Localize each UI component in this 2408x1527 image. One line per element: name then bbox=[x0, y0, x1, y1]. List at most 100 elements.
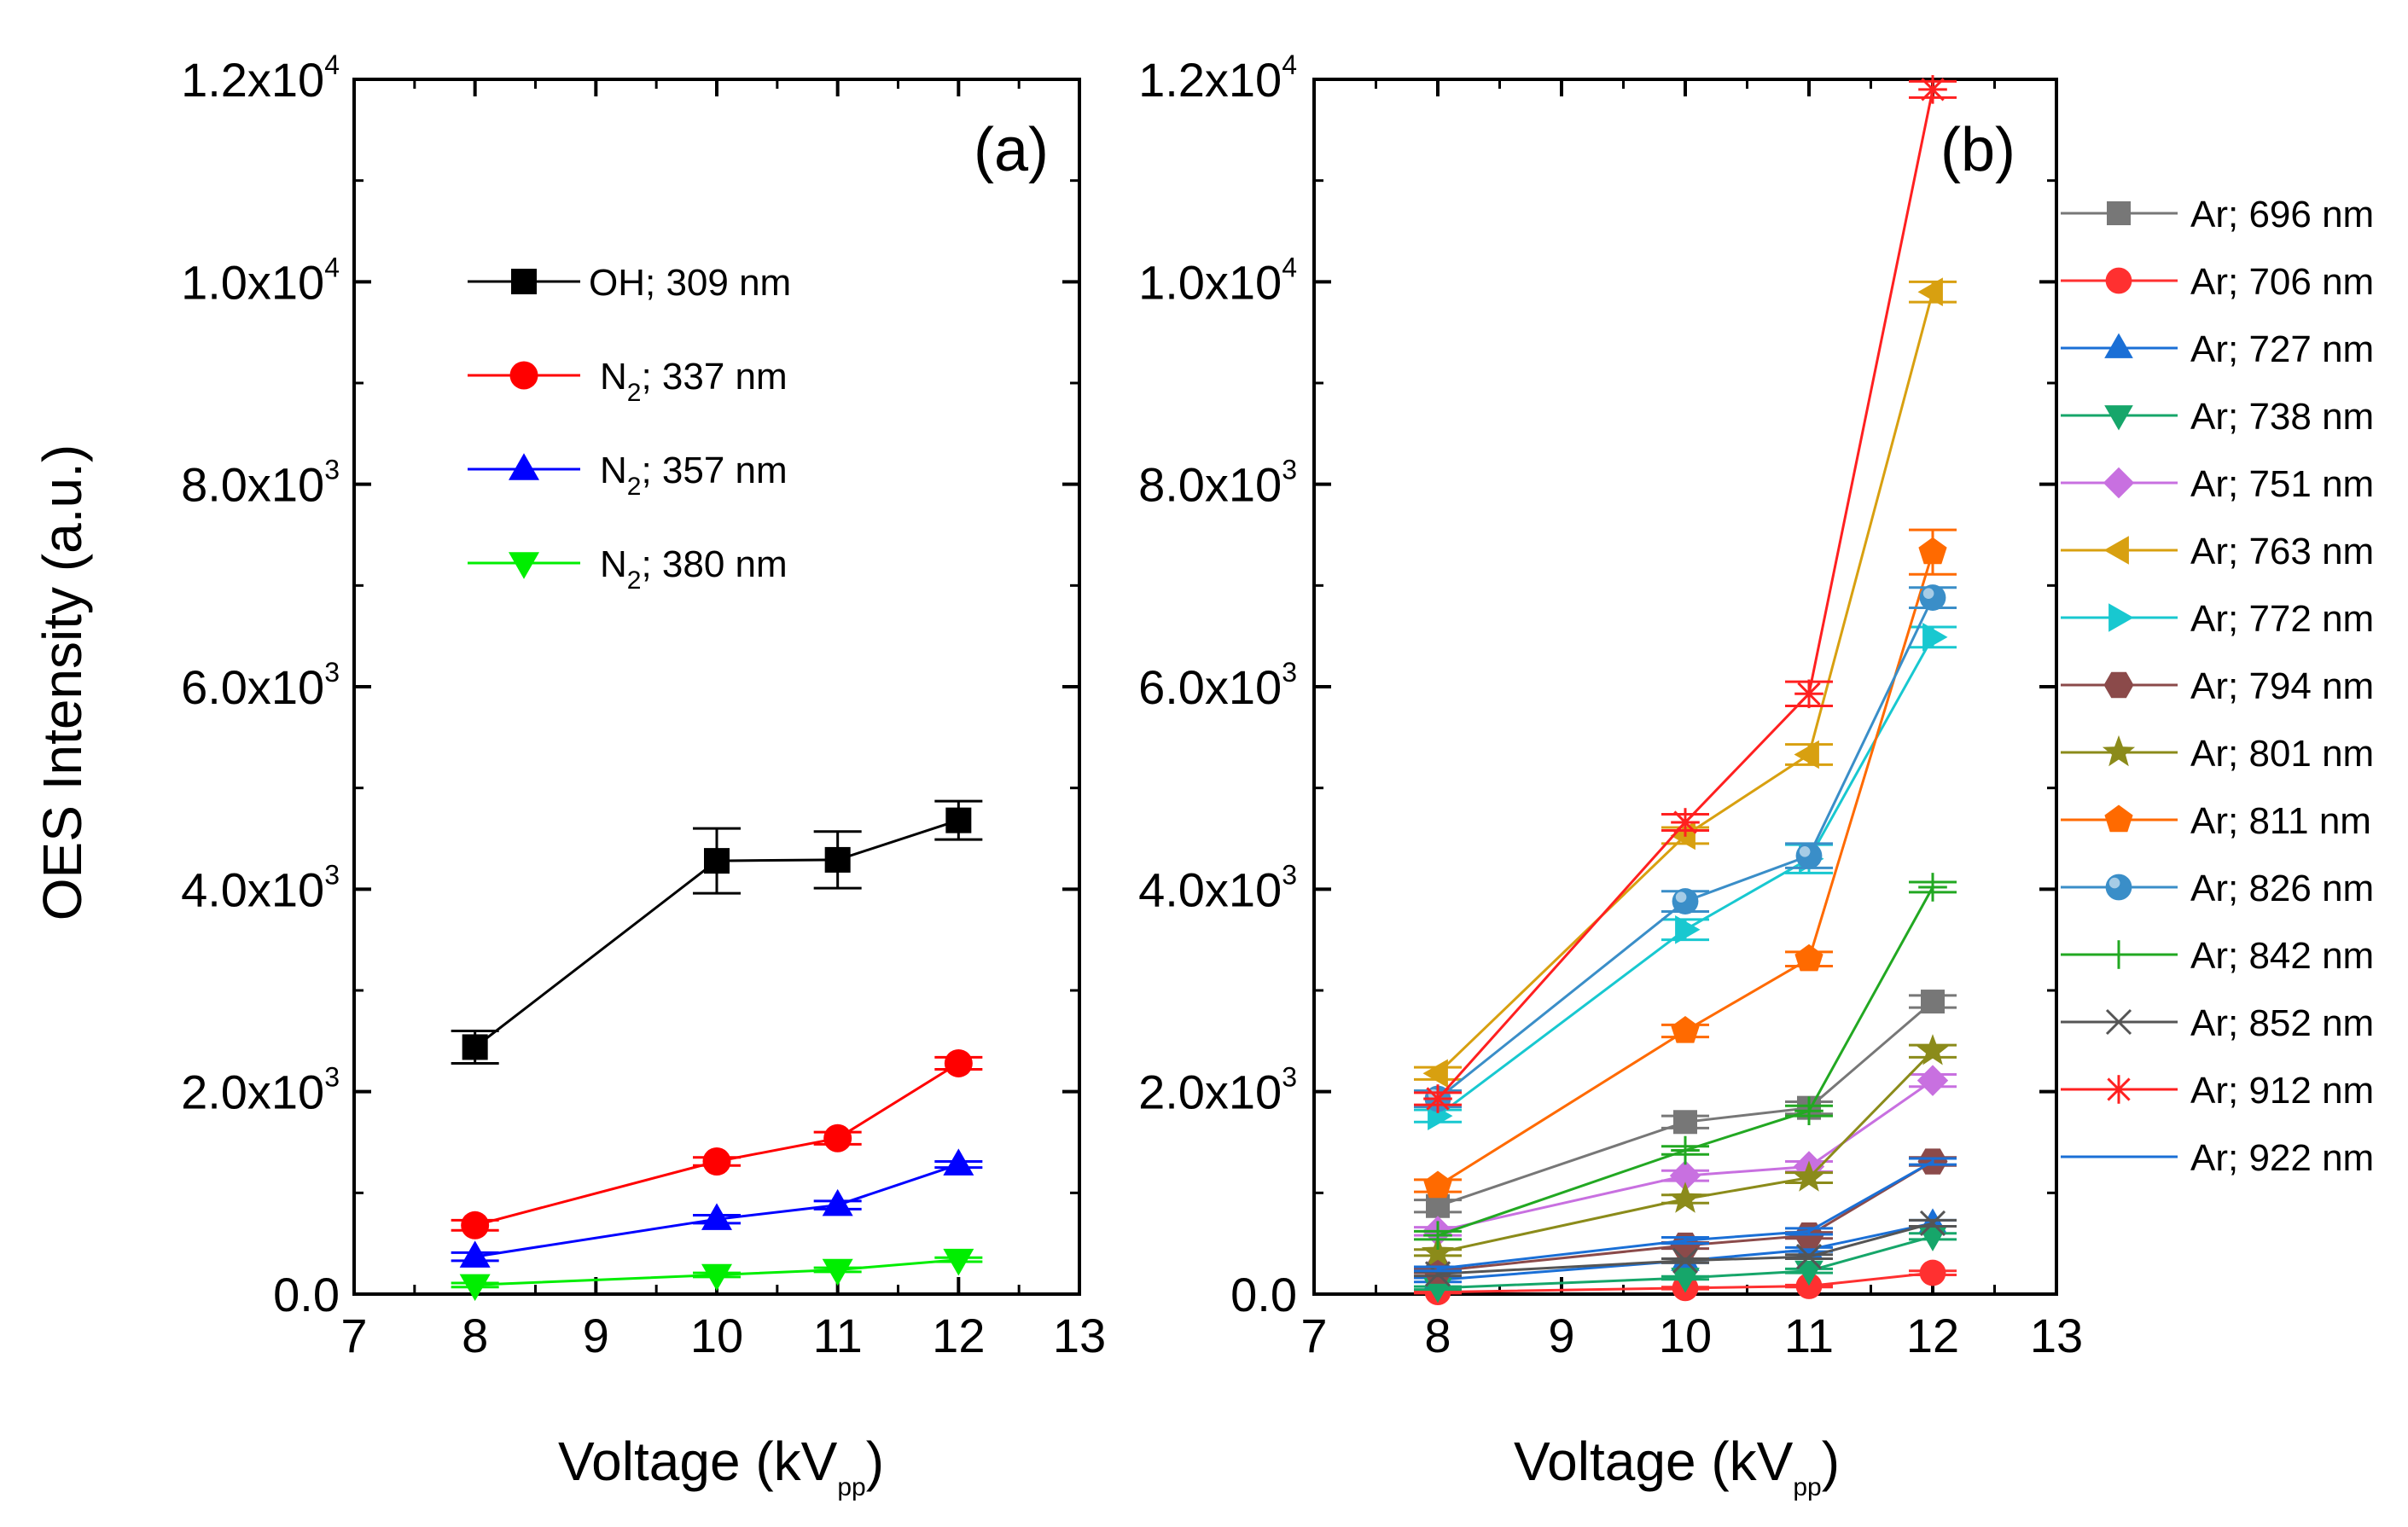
y-tick-label: 2.0x103 bbox=[1138, 1062, 1297, 1119]
legend-marker bbox=[509, 453, 539, 480]
y-tick-mantissa: 1.2x10 bbox=[1138, 53, 1282, 107]
legend-item: Ar; 772 nm bbox=[2061, 598, 2374, 640]
x-tick-label: 8 bbox=[462, 1309, 488, 1362]
x-tick-label: 13 bbox=[1053, 1309, 1106, 1362]
x-tick-label: 11 bbox=[1784, 1309, 1834, 1362]
y-tick-exponent: 3 bbox=[1282, 657, 1297, 688]
y-tick-mantissa: 2.0x10 bbox=[181, 1065, 324, 1119]
data-point bbox=[1675, 915, 1701, 944]
y-tick-exponent: 3 bbox=[324, 859, 340, 890]
data-point bbox=[1918, 1226, 1947, 1251]
series-line bbox=[474, 1258, 959, 1286]
data-point bbox=[1794, 679, 1823, 709]
series-line bbox=[1437, 886, 1934, 1237]
legend-label: Ar; 922 nm bbox=[2190, 1137, 2374, 1179]
data-point bbox=[1670, 821, 1695, 851]
legend-marker bbox=[2103, 671, 2134, 699]
legend-wavelength: ; 337 nm bbox=[641, 356, 787, 398]
error-bar bbox=[1909, 1157, 1957, 1166]
data-point bbox=[1422, 1059, 1448, 1089]
legend-label: N2; 337 nm bbox=[600, 356, 788, 407]
data-point bbox=[1919, 1259, 1946, 1286]
y-tick-mantissa: 4.0x10 bbox=[1138, 862, 1282, 916]
series-ar-811-nm bbox=[1414, 528, 1957, 1199]
legend-subscript: 2 bbox=[627, 379, 642, 407]
legend-label: Ar; 763 nm bbox=[2190, 531, 2374, 572]
legend-subscript: 2 bbox=[627, 566, 642, 595]
data-point bbox=[1794, 740, 1819, 769]
data-point bbox=[1794, 1096, 1823, 1126]
series-n2-357-nm bbox=[451, 1148, 983, 1268]
y-tick-label: 8.0x103 bbox=[1138, 455, 1297, 512]
data-point bbox=[1918, 537, 1947, 565]
series-line bbox=[1437, 1234, 1934, 1290]
y-tick-label: 0.0 bbox=[1230, 1268, 1297, 1321]
data-point bbox=[1671, 1135, 1700, 1165]
y-tick-exponent: 3 bbox=[324, 657, 340, 688]
data-point bbox=[1423, 1084, 1452, 1113]
x-axis-label-b: Voltage (kVpp) bbox=[1514, 1431, 1840, 1501]
legend-label: Ar; 794 nm bbox=[2190, 665, 2374, 707]
series-line bbox=[1436, 89, 1934, 1100]
y-tick-exponent: 4 bbox=[324, 252, 340, 282]
y-tick-mantissa: 1.0x10 bbox=[181, 255, 324, 309]
data-point bbox=[1426, 1193, 1450, 1218]
legend-marker bbox=[2103, 467, 2135, 499]
data-point bbox=[1917, 1065, 1949, 1096]
x-axis-label-a: Voltage (kVpp) bbox=[558, 1431, 884, 1501]
error-bar bbox=[1785, 1227, 1833, 1236]
data-point bbox=[1794, 1260, 1823, 1286]
legend-wavelength: ; 357 nm bbox=[641, 450, 787, 491]
y-tick-mantissa: 6.0x10 bbox=[181, 660, 324, 714]
legend-species: OH bbox=[589, 262, 645, 304]
legend-label: Ar; 826 nm bbox=[2190, 868, 2374, 909]
legend-marker bbox=[509, 361, 538, 390]
data-point bbox=[462, 1034, 488, 1060]
series-line bbox=[1437, 596, 1934, 1100]
y-tick-label: 1.2x104 bbox=[181, 49, 340, 107]
series-line bbox=[1437, 1160, 1934, 1273]
legend-marker bbox=[2104, 333, 2133, 358]
y-tick-label: 4.0x103 bbox=[1138, 859, 1297, 916]
legend-item: Ar; 763 nm bbox=[2061, 531, 2374, 572]
legend-item: N2; 380 nm bbox=[468, 543, 788, 595]
data-point bbox=[943, 1248, 974, 1276]
legend-item: Ar; 738 nm bbox=[2061, 396, 2374, 438]
series-ar-852-nm bbox=[1414, 1210, 1957, 1287]
legend-label: Ar; 751 nm bbox=[2190, 463, 2374, 505]
legend-item: N2; 357 nm bbox=[468, 450, 788, 501]
y-tick-label: 1.0x104 bbox=[181, 252, 340, 309]
series-line bbox=[1437, 551, 1934, 1187]
legend-item: N2; 337 nm bbox=[468, 356, 788, 407]
y-tick-mantissa: 4.0x10 bbox=[181, 862, 324, 916]
legend-label: N2; 357 nm bbox=[600, 450, 788, 501]
y-tick-mantissa: 8.0x10 bbox=[1138, 458, 1282, 512]
legend-item: OH; 309 nm bbox=[468, 262, 791, 304]
y-tick-label: 1.2x104 bbox=[1138, 49, 1297, 107]
series-ar-912-nm bbox=[1414, 75, 1957, 1113]
series-ar-826-nm bbox=[1414, 584, 1957, 1112]
data-point bbox=[1671, 1268, 1700, 1293]
legend-item: Ar; 706 nm bbox=[2061, 261, 2374, 303]
data-point bbox=[822, 1258, 853, 1286]
legend-item: Ar; 826 nm bbox=[2061, 868, 2374, 909]
error-bar bbox=[1414, 1265, 1462, 1273]
data-point bbox=[701, 1263, 732, 1292]
y-tick-label: 2.0x103 bbox=[181, 1062, 340, 1119]
series-line bbox=[1437, 1222, 1934, 1281]
legend-marker bbox=[2105, 874, 2132, 901]
legend-label: Ar; 696 nm bbox=[2190, 194, 2374, 235]
legend-subscript: 2 bbox=[627, 473, 642, 501]
y-axis-label: OES Intensity (a.u.) bbox=[32, 444, 93, 920]
panel-b: 7 8 9 10 11 12 130.02.0x1034.0x1036.0x1038.0x1… bbox=[1138, 49, 2083, 1362]
series-line bbox=[1437, 636, 1934, 1118]
panel-a: 7 8 9 10 11 12 130.02.0x1034.0x1036.0x1038.0x1… bbox=[181, 49, 1106, 1362]
legend-marker bbox=[2104, 405, 2133, 431]
legend-species: N bbox=[600, 543, 627, 585]
y-tick-exponent: 3 bbox=[324, 455, 340, 485]
x-tick-label: 10 bbox=[1659, 1309, 1712, 1362]
legend-marker bbox=[2104, 940, 2133, 969]
legend-species: N bbox=[600, 356, 627, 398]
legend-species: N bbox=[600, 450, 627, 491]
data-point bbox=[1423, 1277, 1452, 1303]
